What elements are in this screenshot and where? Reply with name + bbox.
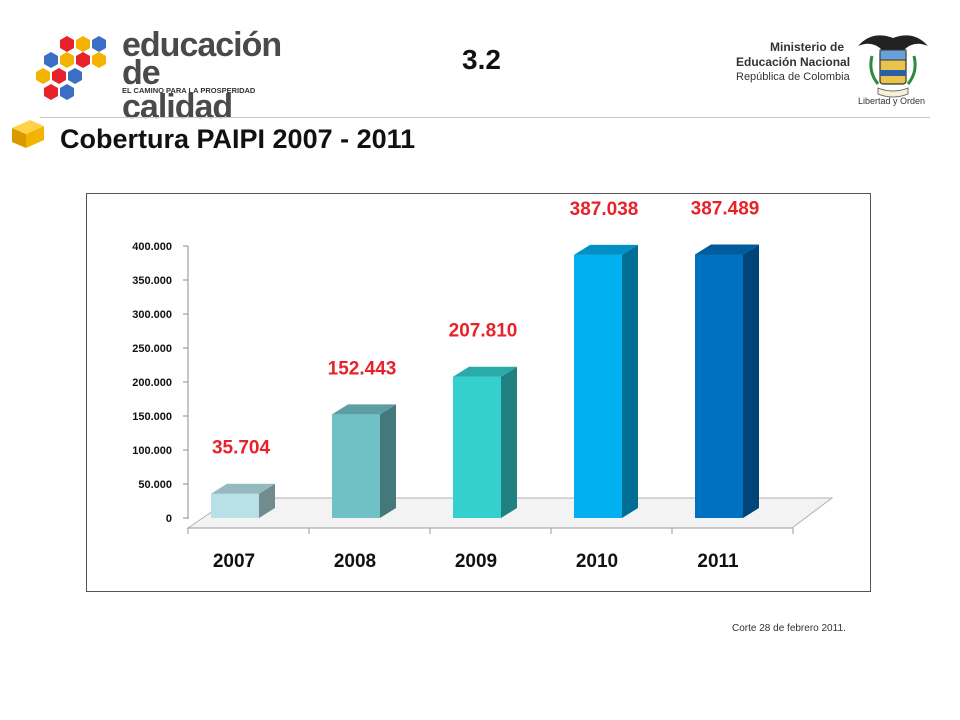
colombia-coat-of-arms-icon [858,35,928,98]
logo-cube [92,36,106,52]
data-label: 207.810 [449,321,518,342]
ministry-line3: República de Colombia [736,71,850,83]
data-label: 35.704 [212,438,271,459]
y-tick-label: 0 [166,513,172,525]
logo-cube [44,52,58,68]
bar-front [332,414,380,518]
footnote: Corte 28 de febrero 2011. [732,623,846,634]
y-tick-label: 50.000 [138,479,172,491]
bar-2010 [574,244,638,519]
ministry-line1: Ministerio de [769,40,844,54]
chart-frame [86,193,871,592]
bar-2007 [211,483,275,518]
logo-cube [60,84,74,100]
bar-front [453,376,501,518]
x-tick-label: 2007 [213,551,255,572]
data-label: 387.489 [691,199,760,220]
bar-top [211,483,275,494]
logo-cube [60,52,74,68]
bar-front [695,254,743,518]
bar-side [380,404,396,518]
y-tick-label: 200.000 [132,377,172,389]
bar-side [259,483,275,518]
bar-2008 [332,404,396,518]
folder-cube-icon [12,120,44,148]
slide-number: 3.2 [462,44,501,75]
bar-2009 [453,366,517,518]
header-divider [40,117,930,118]
bar-top [453,366,517,377]
logo-cube [68,68,82,84]
logo-word-de-calidad: de calidad [122,54,233,126]
y-tick-label: 100.000 [132,445,172,457]
x-tick-label: 2008 [334,551,376,572]
bar-side [622,244,638,519]
bar-top [574,244,638,255]
logo-tagline: EL CAMINO PARA LA PROSPERIDAD [122,86,256,95]
bar-2011 [695,244,759,518]
motto-text: Libertad y Orden [858,96,926,106]
x-tick-label: 2010 [576,551,618,572]
logo-cube [36,68,50,84]
y-tick-label: 300.000 [132,309,172,321]
logo-cube [92,52,106,68]
x-tick-label: 2011 [697,551,739,572]
logo-word-educacion: educación [122,26,282,64]
data-label: 152.443 [328,358,397,379]
logo-cube [52,68,66,84]
page-title: Cobertura PAIPI 2007 - 2011 [60,124,416,154]
bar-front [574,254,622,519]
y-tick-label: 400.000 [132,241,172,253]
chart-axis: 0 50.000 100.000 150.000 200.000 250.000 300.0… [132,241,189,525]
bar-front [211,493,259,518]
logo-cube [60,36,74,52]
logo-cube [76,36,90,52]
bar-top [332,404,396,415]
logo-cubes-icon [36,36,106,100]
educacion-de-calidad-logo: educación de calidad EL CAMINO PARA LA P… [30,26,282,124]
data-label: 387.038 [570,199,639,220]
y-tick-label: 350.000 [132,275,172,287]
bar-chart: 0 50.000 100.000 150.000 200.000 250.000 300.0… [132,199,834,572]
bar-side [501,366,517,518]
logo-cube [44,84,58,100]
chart-labels: 35.704 2007 152.443 2008 207.810 2009 387.038 2… [212,199,759,572]
bar-side [743,244,759,518]
y-tick-label: 150.000 [132,411,172,423]
y-tick-label: 250.000 [132,343,172,355]
chart-bars [211,244,759,519]
x-tick-label: 2009 [455,551,497,572]
logo-cube [76,52,90,68]
ministry-text: Ministerio de Educación Nacional Repúbli… [736,40,851,84]
ministry-line2: Educación Nacional [736,55,851,69]
bar-top [695,244,759,255]
